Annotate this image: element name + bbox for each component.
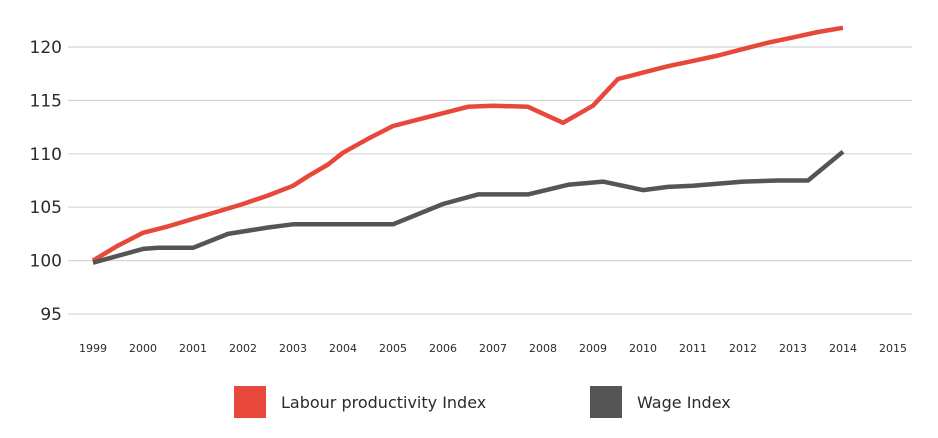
- x-tick-label-2004: 2004: [329, 342, 357, 355]
- x-tick-label-2006: 2006: [429, 342, 457, 355]
- legend-label-labour-productivity: Labour productivity Index: [281, 393, 486, 412]
- x-tick-label-2014: 2014: [829, 342, 857, 355]
- x-axis-tick-labels: 1999 2000 2001 2002 2003 2004 2005 2006 2007 2008…: [79, 342, 907, 355]
- y-tick-label-105: 105: [30, 198, 62, 218]
- x-tick-label-2005: 2005: [379, 342, 407, 355]
- legend-swatch-labour-productivity: [234, 386, 266, 418]
- series-line-wage-index: [92, 149, 845, 265]
- series-lines: [91, 25, 845, 265]
- legend: Labour productivity Index Wage Index: [234, 386, 731, 418]
- x-tick-label-1999: 1999: [79, 342, 107, 355]
- y-tick-label-110: 110: [30, 145, 62, 165]
- x-tick-label-2009: 2009: [579, 342, 607, 355]
- legend-label-wage-index: Wage Index: [637, 393, 731, 412]
- x-tick-label-2007: 2007: [479, 342, 507, 355]
- x-tick-label-2003: 2003: [279, 342, 307, 355]
- y-tick-label-100: 100: [30, 252, 62, 272]
- x-tick-label-2008: 2008: [529, 342, 557, 355]
- legend-swatch-wage-index: [590, 386, 622, 418]
- y-axis-tick-labels: 95 100 105 110 115 120: [30, 38, 62, 325]
- x-tick-label-2000: 2000: [129, 342, 157, 355]
- series-line-labour-productivity: [91, 25, 844, 263]
- y-tick-label-115: 115: [30, 91, 62, 111]
- x-tick-label-2015: 2015: [879, 342, 907, 355]
- x-tick-label-2011: 2011: [679, 342, 707, 355]
- x-tick-label-2002: 2002: [229, 342, 257, 355]
- x-tick-label-2013: 2013: [779, 342, 807, 355]
- x-tick-label-2001: 2001: [179, 342, 207, 355]
- y-tick-label-95: 95: [40, 305, 62, 325]
- x-tick-label-2012: 2012: [729, 342, 757, 355]
- y-tick-label-120: 120: [30, 38, 62, 58]
- x-tick-label-2010: 2010: [629, 342, 657, 355]
- gridlines: [68, 46, 912, 315]
